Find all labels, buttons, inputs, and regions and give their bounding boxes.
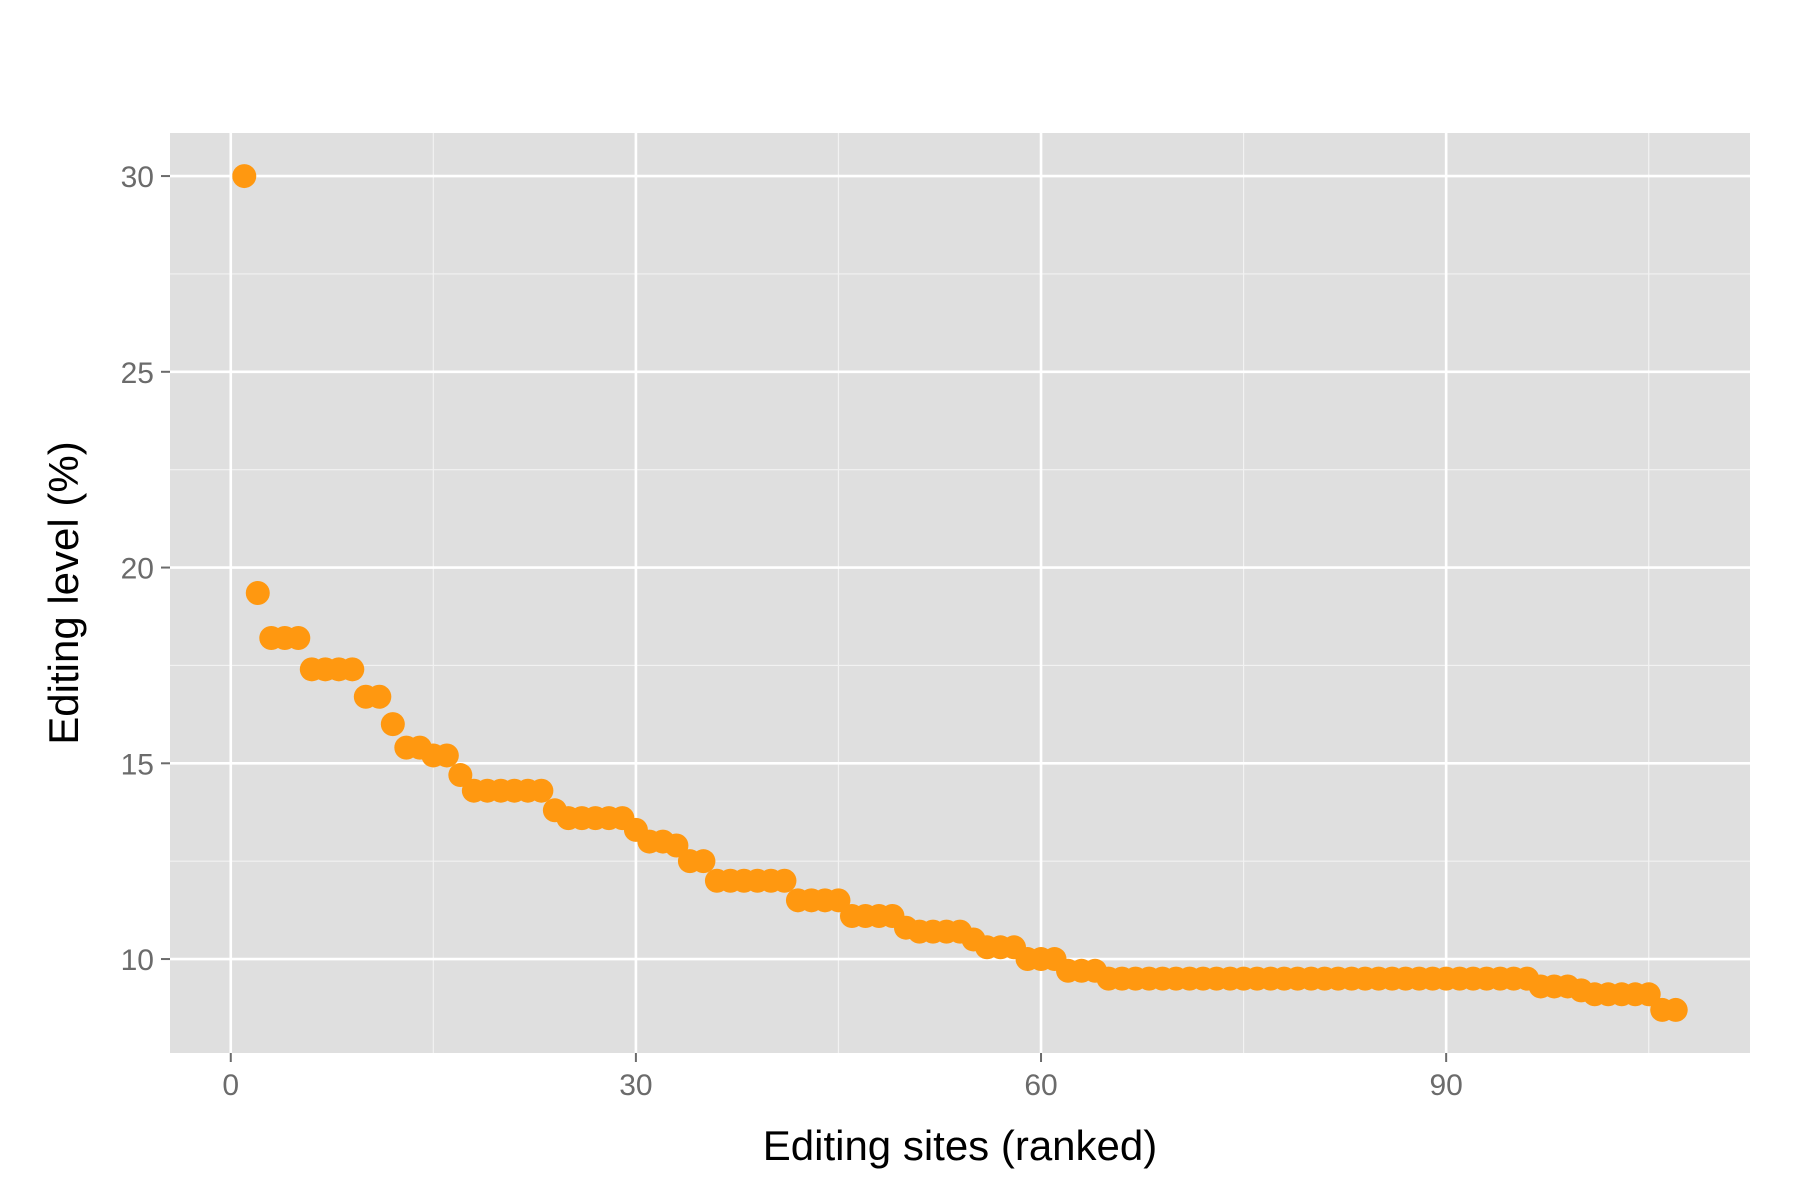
minor-grid	[170, 133, 1750, 1053]
y-tick-label: 20	[121, 553, 154, 586]
x-tick-label: 60	[1024, 1069, 1057, 1102]
axis-ticks	[161, 175, 1448, 1062]
data-point	[245, 581, 270, 605]
y-tick-label: 30	[121, 161, 154, 194]
axis-tick-labels: 0 30 60 90 10 15 20 25 30	[121, 161, 1463, 1102]
data-point	[1636, 982, 1661, 1007]
plot-panel	[170, 133, 1750, 1053]
x-axis-title: Editing sites (ranked)	[763, 1122, 1158, 1169]
data-point	[772, 868, 797, 893]
y-tick-label: 15	[121, 748, 154, 781]
data-point	[1663, 997, 1688, 1022]
data-point	[380, 712, 405, 737]
data-point	[367, 684, 392, 709]
data-point	[826, 888, 851, 913]
data-point	[691, 849, 716, 874]
data-point	[286, 626, 311, 651]
data-points	[232, 164, 1688, 1022]
x-tick-label: 90	[1429, 1069, 1462, 1102]
data-point	[529, 778, 554, 803]
y-axis-title: Editing level (%)	[40, 441, 87, 744]
y-tick-label: 10	[121, 944, 154, 977]
y-tick-label: 25	[121, 357, 154, 390]
data-point	[448, 763, 473, 788]
x-tick-label: 30	[619, 1069, 652, 1102]
data-point	[664, 833, 689, 858]
data-point	[340, 657, 365, 682]
x-tick-label: 0	[222, 1069, 239, 1102]
data-point	[434, 743, 459, 768]
data-point	[232, 164, 257, 189]
